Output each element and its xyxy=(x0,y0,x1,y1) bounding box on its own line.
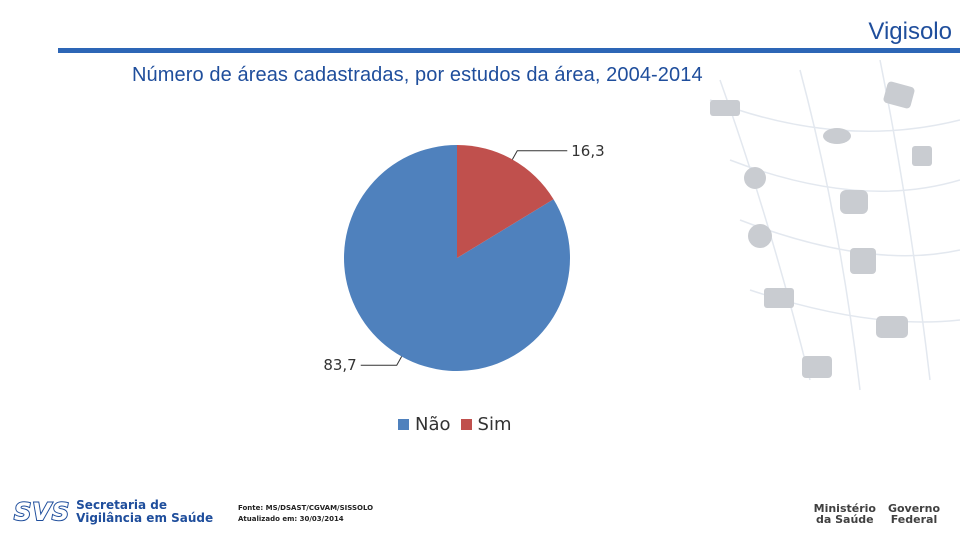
people-icon xyxy=(802,356,832,378)
brand-title: Vigisolo xyxy=(868,18,952,45)
source-note: Fonte: MS/DSAST/CGVAM/SISSOLO Atualizado… xyxy=(238,503,373,525)
svs-line-1: Secretaria de xyxy=(76,498,167,512)
ministry-logo-text: Ministério da Saúde xyxy=(813,502,876,526)
syringe-icon xyxy=(883,81,915,109)
chart-title: Número de áreas cadastradas, por estudos… xyxy=(132,64,703,86)
magnifier-icon xyxy=(748,224,772,248)
vial-icon xyxy=(912,146,932,166)
legend-swatch-nao xyxy=(398,419,409,430)
leader-line-0 xyxy=(360,356,403,366)
data-label-1: 16,3 xyxy=(571,142,604,160)
government-logos: Ministério da Saúde Governo Federal xyxy=(814,503,940,525)
lab-icon xyxy=(744,167,766,189)
mosquito-icon xyxy=(823,128,851,144)
svs-mark: SVS xyxy=(13,497,71,527)
data-label-0: 83,7 xyxy=(323,356,356,374)
svs-line-2: Vigilância em Saúde xyxy=(76,511,214,525)
monitor-icon xyxy=(710,100,740,116)
flask-icon xyxy=(850,248,876,274)
animal-icon xyxy=(876,316,908,338)
lungs-icon xyxy=(840,190,868,214)
svs-text: Secretaria de Vigilância em Saúde xyxy=(76,499,213,525)
source-line: Fonte: MS/DSAST/CGVAM/SISSOLO xyxy=(238,504,374,512)
legend-item-nao: Não xyxy=(398,414,451,435)
legend-swatch-sim xyxy=(460,419,472,430)
leader-line-1 xyxy=(511,150,568,160)
svs-logo: SVS Secretaria de Vigilância em Saúde xyxy=(13,497,213,527)
legend-item-sim: Sim xyxy=(460,414,512,435)
updated-line: Atualizado em: 30/03/2014 xyxy=(238,515,344,523)
header-rule xyxy=(58,48,960,53)
pie-chart: 83,7 16,3 xyxy=(323,142,604,374)
legend-label-nao: Não xyxy=(415,414,451,435)
factory-icon xyxy=(764,288,794,308)
legend-label-sim: Sim xyxy=(477,414,512,435)
chart-legend: Não Sim xyxy=(398,414,511,435)
government-logo-text: Governo Federal xyxy=(887,502,940,526)
pie-slice-sim xyxy=(457,145,554,258)
health-icons-decoration xyxy=(709,60,960,391)
